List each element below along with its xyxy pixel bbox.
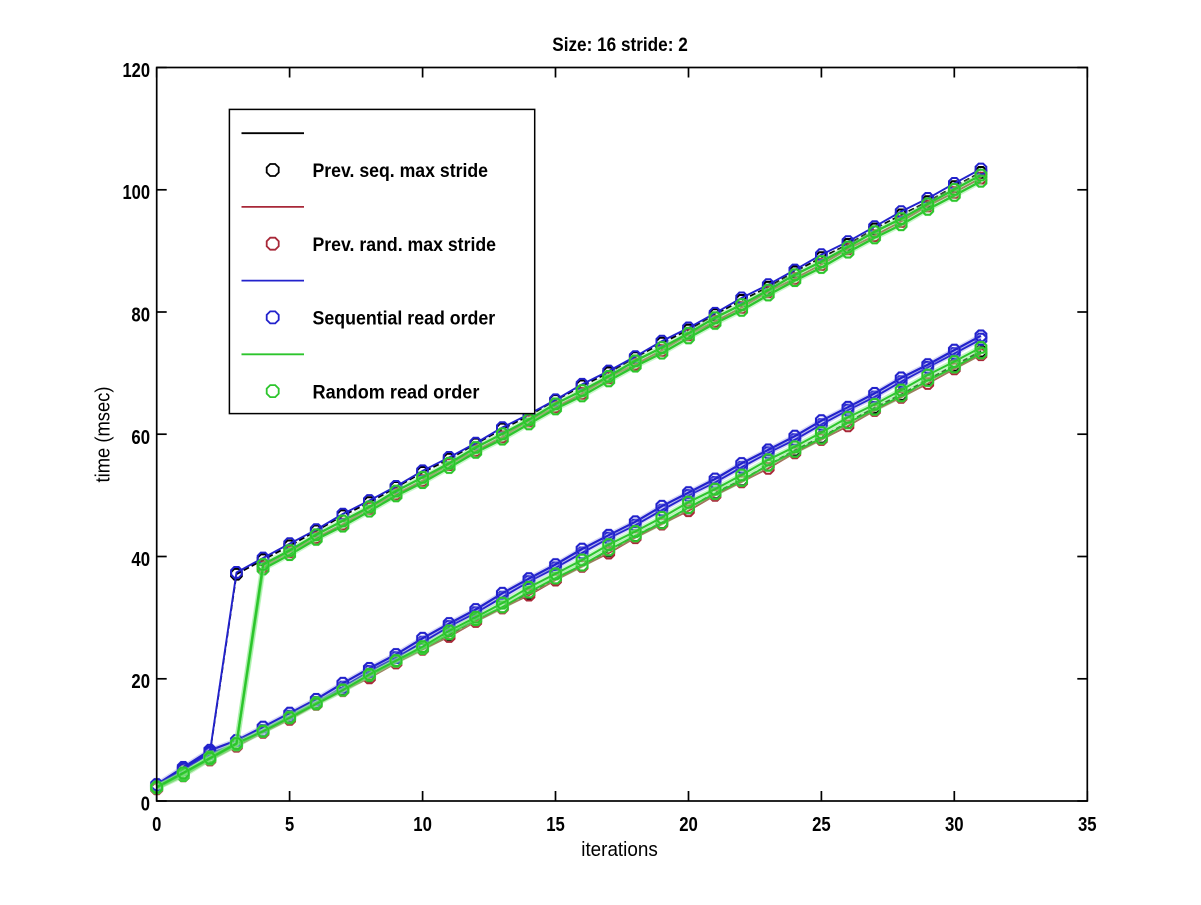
svg-text:35: 35 <box>1078 814 1097 836</box>
svg-text:80: 80 <box>131 305 150 327</box>
svg-text:iterations: iterations <box>581 839 658 861</box>
svg-text:Size: 16 stride: 2: Size: 16 stride: 2 <box>552 35 688 56</box>
svg-text:25: 25 <box>812 814 831 836</box>
svg-text:40: 40 <box>131 549 150 571</box>
svg-text:20: 20 <box>131 671 150 693</box>
svg-text:Sequential read order: Sequential read order <box>313 309 496 330</box>
svg-text:60: 60 <box>131 427 150 449</box>
svg-text:time (msec): time (msec) <box>93 387 115 483</box>
svg-text:20: 20 <box>679 814 698 836</box>
svg-text:100: 100 <box>123 182 151 204</box>
svg-text:Random read order: Random read order <box>313 382 480 403</box>
svg-text:0: 0 <box>141 794 150 816</box>
svg-text:5: 5 <box>285 814 294 836</box>
svg-text:10: 10 <box>413 814 432 836</box>
svg-text:Prev. rand. max stride: Prev. rand. max stride <box>313 235 497 256</box>
svg-text:0: 0 <box>152 814 161 836</box>
svg-text:Prev. seq. max stride: Prev. seq. max stride <box>313 161 489 182</box>
svg-text:120: 120 <box>123 60 151 82</box>
svg-text:30: 30 <box>945 814 964 836</box>
svg-text:15: 15 <box>546 814 565 836</box>
